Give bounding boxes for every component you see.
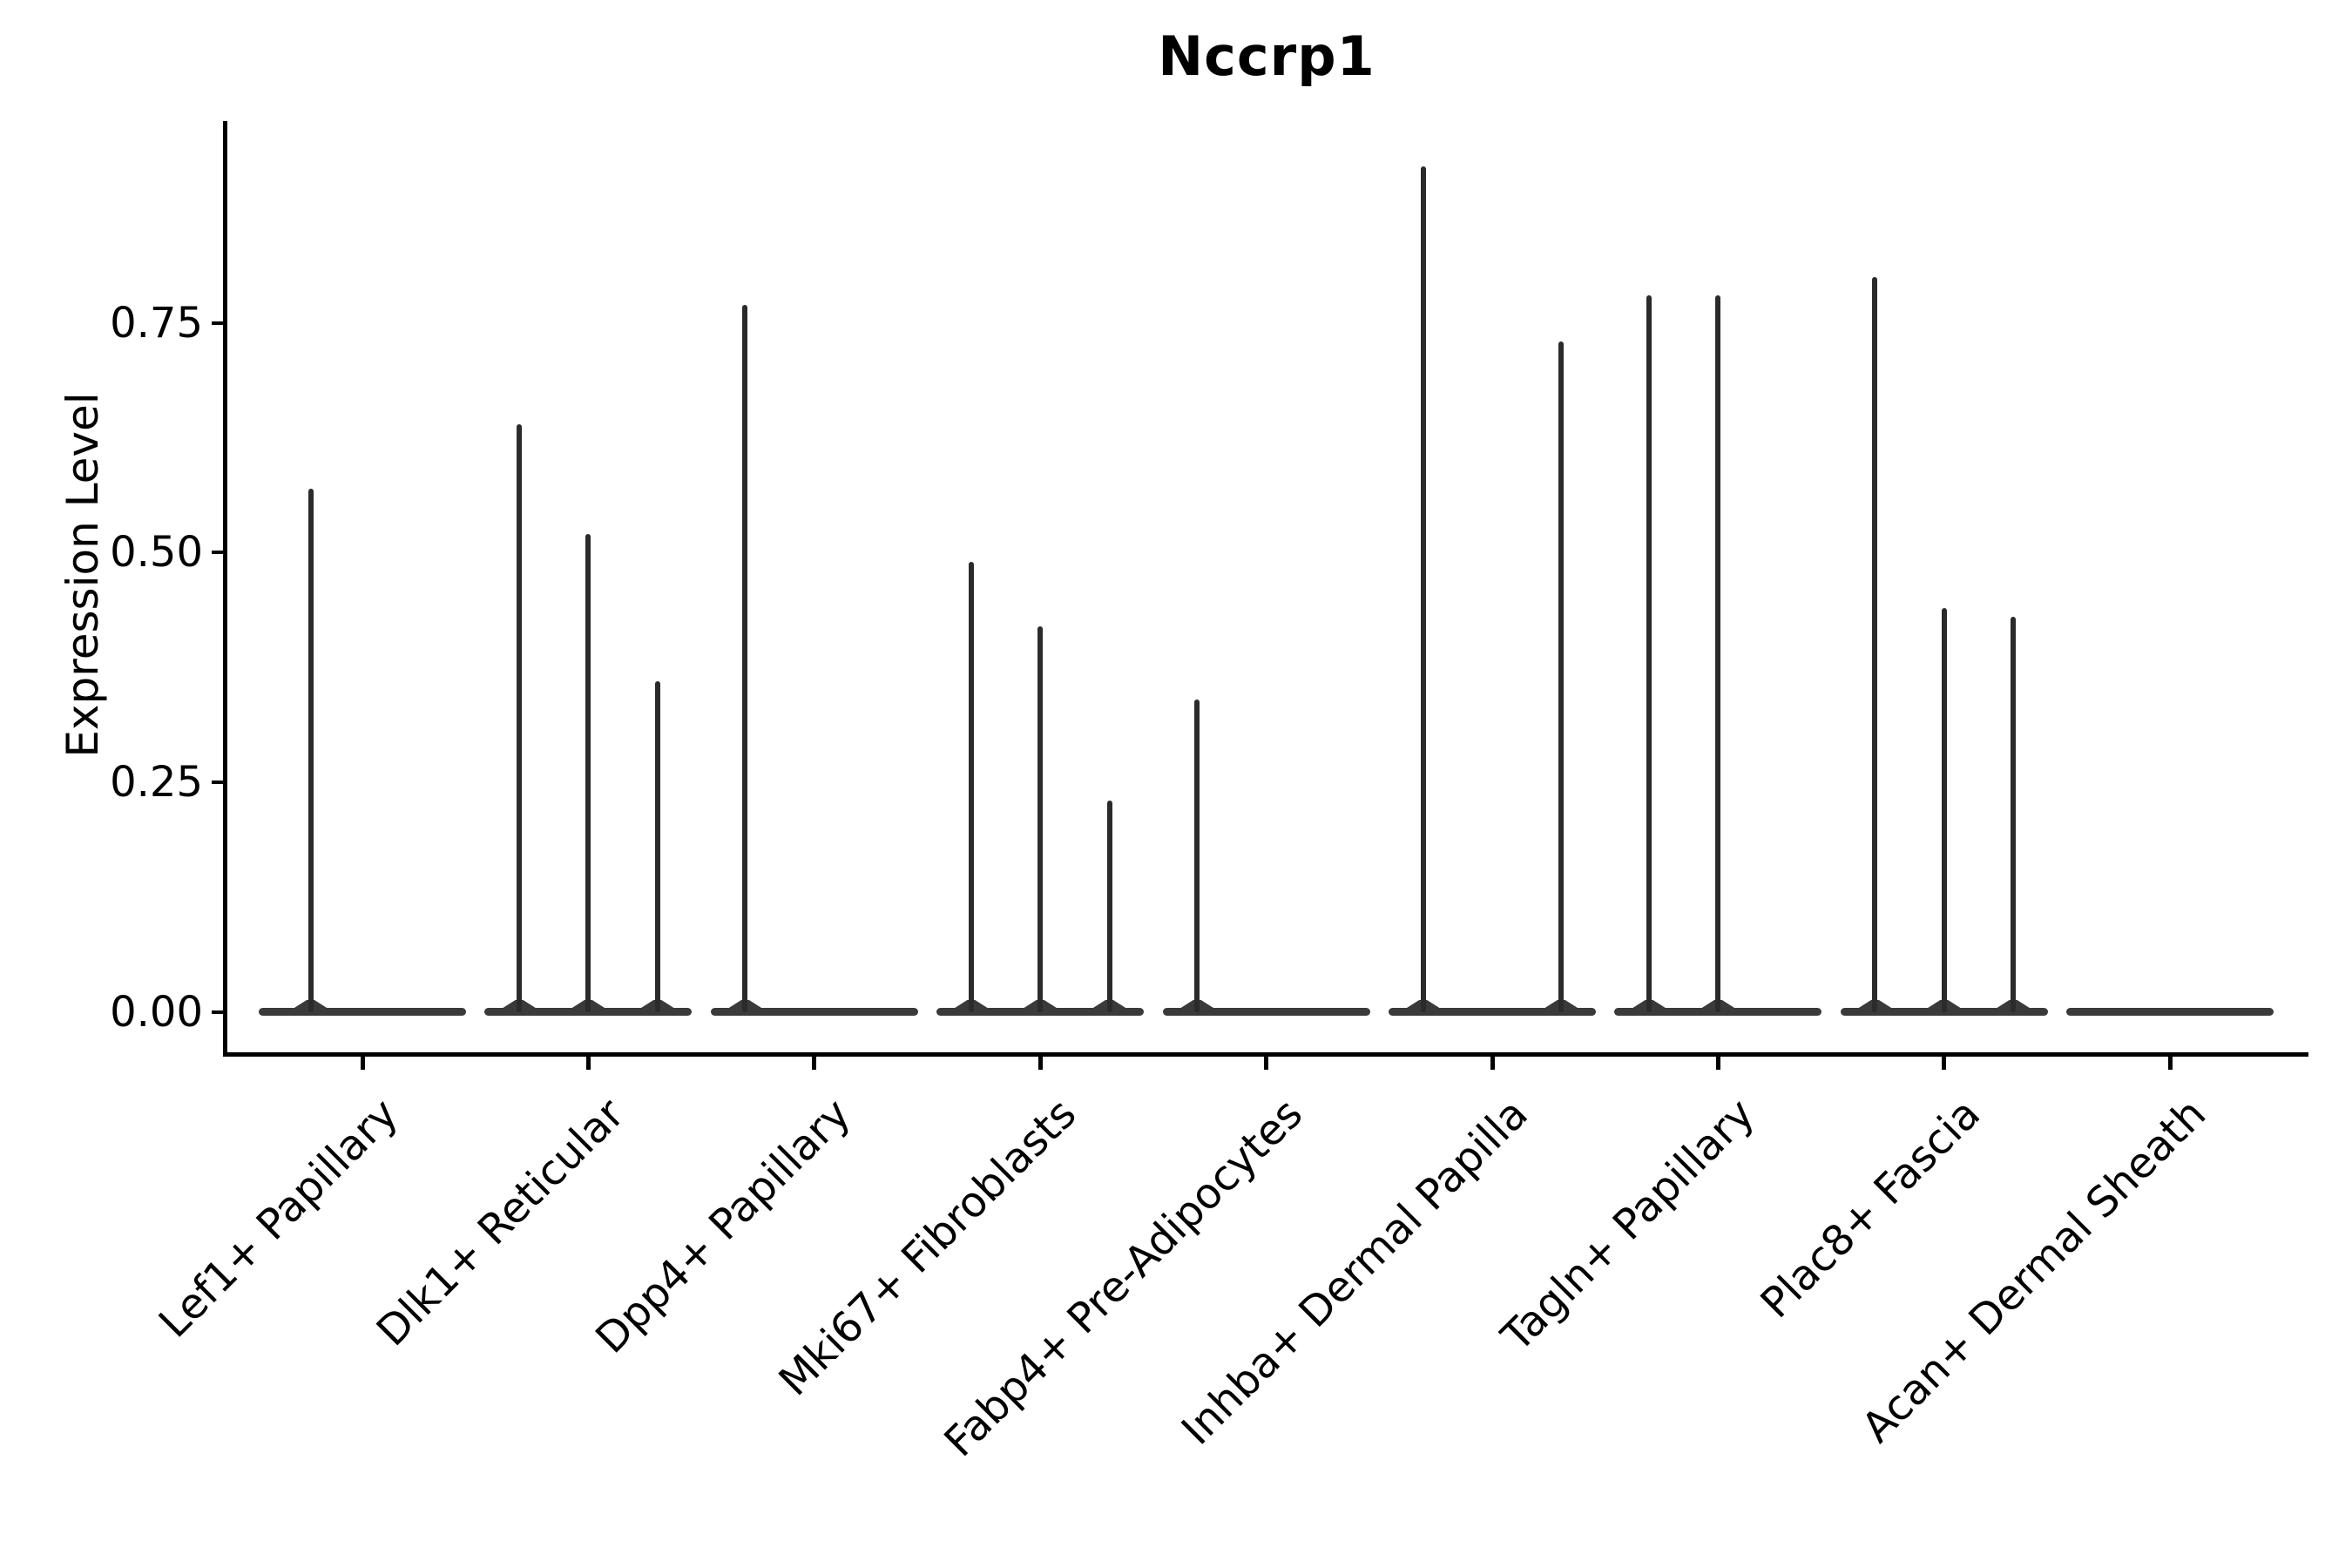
y-tick-mark	[212, 781, 225, 785]
violin-spike	[968, 561, 974, 1012]
x-tick-mark	[1264, 1057, 1269, 1070]
violin-baseline	[710, 1008, 918, 1017]
violin-baseline	[2066, 1008, 2274, 1017]
y-tick-label: 0.25	[110, 758, 203, 808]
x-tick-mark	[1490, 1057, 1495, 1070]
x-tick-mark	[360, 1057, 365, 1070]
violin-baseline	[1162, 1008, 1370, 1017]
violin-baseline	[484, 1008, 693, 1017]
x-tick-mark	[585, 1057, 591, 1070]
violin-baseline	[259, 1008, 466, 1017]
x-tick-mark	[1037, 1057, 1043, 1070]
violin-spike	[1872, 276, 1878, 1012]
x-tick-label: Dlk1+ Reticular	[367, 1089, 634, 1356]
violin-spike	[1558, 341, 1565, 1012]
violin-spike	[1715, 295, 1721, 1012]
x-tick-label: Lef1+ Papillary	[150, 1089, 409, 1348]
x-tick-mark	[1715, 1057, 1720, 1070]
violin-spike	[2011, 617, 2017, 1012]
y-tick-mark	[212, 321, 225, 325]
y-tick-mark	[212, 551, 225, 555]
x-tick-label: Tagln+ Papillary	[1491, 1089, 1764, 1362]
y-axis-spine	[223, 121, 227, 1057]
x-tick-mark	[1942, 1057, 1947, 1070]
violin-baseline	[1389, 1008, 1596, 1017]
violin-spike	[1941, 607, 1947, 1012]
violin-spike	[1106, 801, 1112, 1012]
chart-title: Nccrp1	[1158, 24, 1375, 88]
violin-spike	[654, 681, 660, 1012]
violin-spike	[585, 534, 591, 1012]
violin-baseline	[1840, 1008, 2048, 1017]
violin-spike	[1194, 700, 1200, 1012]
violin-baseline	[936, 1008, 1145, 1017]
violin-spike	[742, 304, 748, 1012]
x-axis-spine	[223, 1052, 2308, 1057]
y-tick-label: 0.75	[110, 298, 203, 348]
y-tick-mark	[212, 1010, 225, 1014]
x-tick-label: Plac8+ Fascia	[1751, 1089, 1990, 1328]
y-tick-label: 0.00	[110, 987, 203, 1037]
x-tick-mark	[812, 1057, 817, 1070]
violin-spike	[1646, 295, 1652, 1012]
violin-spike	[308, 488, 314, 1012]
x-tick-mark	[2167, 1057, 2173, 1070]
violin-spike	[517, 423, 523, 1012]
violin-baseline	[1614, 1008, 1822, 1017]
violin-spike	[1037, 625, 1044, 1012]
violin-spike	[1420, 166, 1426, 1012]
y-tick-label: 0.50	[110, 528, 203, 578]
